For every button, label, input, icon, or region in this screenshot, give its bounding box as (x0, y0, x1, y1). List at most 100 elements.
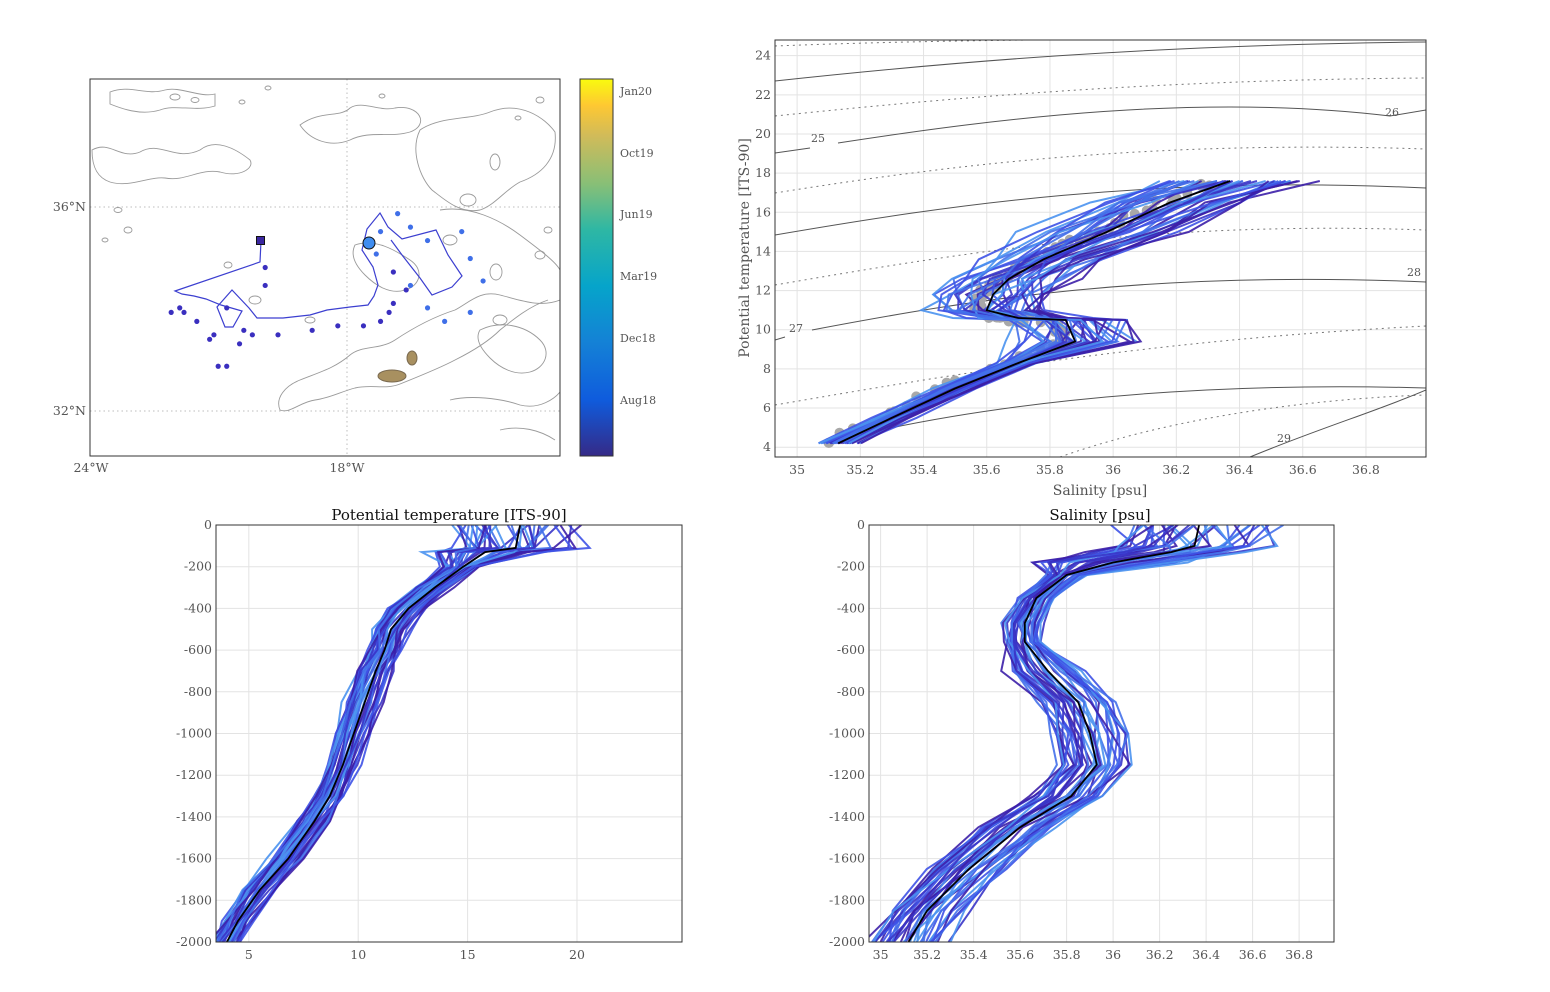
tick-label: 36.8 (1285, 947, 1313, 962)
tick-label: 36.6 (1289, 462, 1317, 477)
start-marker[interactable] (256, 236, 265, 245)
tick-label: -1800 (176, 892, 212, 907)
float-profile (886, 525, 1173, 942)
track-point (395, 211, 401, 217)
float-track-line (173, 211, 463, 328)
colorbar-label-aug18: Aug18 (619, 394, 656, 407)
tick-label: -1600 (829, 851, 865, 866)
track-point (390, 269, 396, 275)
tick-label: 36.4 (1226, 462, 1254, 477)
track-point (377, 318, 384, 324)
float-positions (168, 211, 486, 369)
track-point (215, 363, 221, 369)
tick-label: -400 (837, 600, 865, 615)
density-label-25: 25 (811, 132, 825, 145)
track-point (207, 336, 213, 342)
tick-label: -600 (184, 642, 212, 657)
tick-label: 0 (204, 517, 212, 532)
track-point (309, 327, 315, 333)
float-profile (216, 525, 487, 936)
track-point (373, 251, 379, 257)
track-point (249, 332, 255, 338)
ts-y-label: Potential temperature [ITS-90] (737, 138, 753, 358)
end-marker[interactable] (362, 236, 376, 250)
ts-x-ticks: 35 35.2 35.4 35.6 35.8 36 36.2 36.4 36.6 36.8 (789, 462, 1380, 477)
tick-label: 8 (763, 361, 771, 376)
track-point (224, 363, 230, 369)
track-point (459, 228, 465, 235)
tick-label: 15 (460, 947, 476, 962)
float-profile (904, 525, 1196, 942)
tick-label: 10 (350, 947, 366, 962)
temperature-mean-profile (226, 525, 521, 942)
tick-label: 22 (755, 87, 771, 102)
track-point (275, 332, 281, 338)
track-point (360, 323, 367, 329)
map-ytick-36n: 36°N (53, 199, 86, 214)
track-point (262, 282, 268, 289)
tick-label: 36.2 (1146, 947, 1174, 962)
temperature-float-profiles (216, 525, 592, 942)
tick-label: -400 (184, 600, 212, 615)
track-point (224, 305, 230, 311)
tick-label: -1000 (829, 726, 865, 741)
salinity-mean-profile (907, 525, 1200, 942)
ts-panel: 25 26 27 28 29 35 35.2 35.4 35.6 35.8 36 36.2 3… (737, 39, 1427, 499)
ts-float-profiles (818, 180, 1321, 445)
density-contours (775, 40, 1426, 457)
track-point (442, 318, 448, 324)
colorbar-label-mar19: Mar19 (620, 270, 657, 283)
float-profile (227, 525, 523, 942)
tick-label: -1400 (176, 809, 212, 824)
ts-gridlines (775, 40, 1426, 457)
float-profile (216, 525, 498, 939)
tick-label: -800 (837, 684, 865, 699)
temperature-panel: 5 10 15 20 0 -200 -400 -600 -800 -1000 -1200 -1400… (176, 506, 683, 962)
tick-label: 36 (1105, 462, 1121, 477)
tick-label: -1400 (829, 809, 865, 824)
tick-label: 36.8 (1352, 462, 1380, 477)
tick-label: 0 (857, 517, 865, 532)
tick-label: 36.4 (1192, 947, 1220, 962)
float-profile (892, 525, 1191, 942)
tick-label: 35.4 (910, 462, 938, 477)
tick-label: 4 (763, 439, 771, 454)
canary-islands (377, 350, 418, 383)
tick-label: 12 (755, 283, 771, 298)
track-point (467, 309, 473, 315)
density-label-27: 27 (789, 322, 803, 335)
float-profile (872, 525, 1145, 942)
ts-y-ticks: 4 6 8 10 12 14 16 18 20 22 24 (755, 48, 771, 455)
track-point (424, 305, 431, 311)
tick-label: -1200 (176, 767, 212, 782)
float-profile (879, 525, 1140, 942)
tick-label: 35 (789, 462, 805, 477)
colorbar-label-dec18: Dec18 (620, 332, 656, 345)
tick-label: -800 (184, 684, 212, 699)
track-point (181, 309, 187, 315)
float-profile (860, 180, 1298, 445)
tick-label: -200 (837, 559, 865, 574)
temperature-y-ticks: 0 -200 -400 -600 -800 -1000 -1200 -1400 -1600 -18… (176, 517, 212, 949)
tick-label: 35 (873, 947, 889, 962)
track-point (211, 332, 217, 338)
tick-label: 35.2 (846, 462, 874, 477)
tick-label: 18 (755, 165, 771, 180)
track-point (390, 300, 396, 307)
track-point (194, 318, 200, 324)
tick-label: -1000 (176, 726, 212, 741)
float-profile (221, 525, 536, 942)
tick-label: -2000 (829, 934, 865, 949)
tick-label: 24 (755, 48, 771, 63)
tick-label: -200 (184, 559, 212, 574)
density-label-28: 28 (1407, 266, 1421, 279)
track-point (480, 278, 486, 284)
tick-label: 36.6 (1239, 947, 1267, 962)
tick-label: 5 (245, 947, 253, 962)
tick-label: 20 (755, 126, 771, 141)
float-profile (929, 525, 1270, 942)
track-point (241, 327, 247, 333)
float-profile (837, 180, 1233, 445)
float-profile (818, 180, 1171, 445)
